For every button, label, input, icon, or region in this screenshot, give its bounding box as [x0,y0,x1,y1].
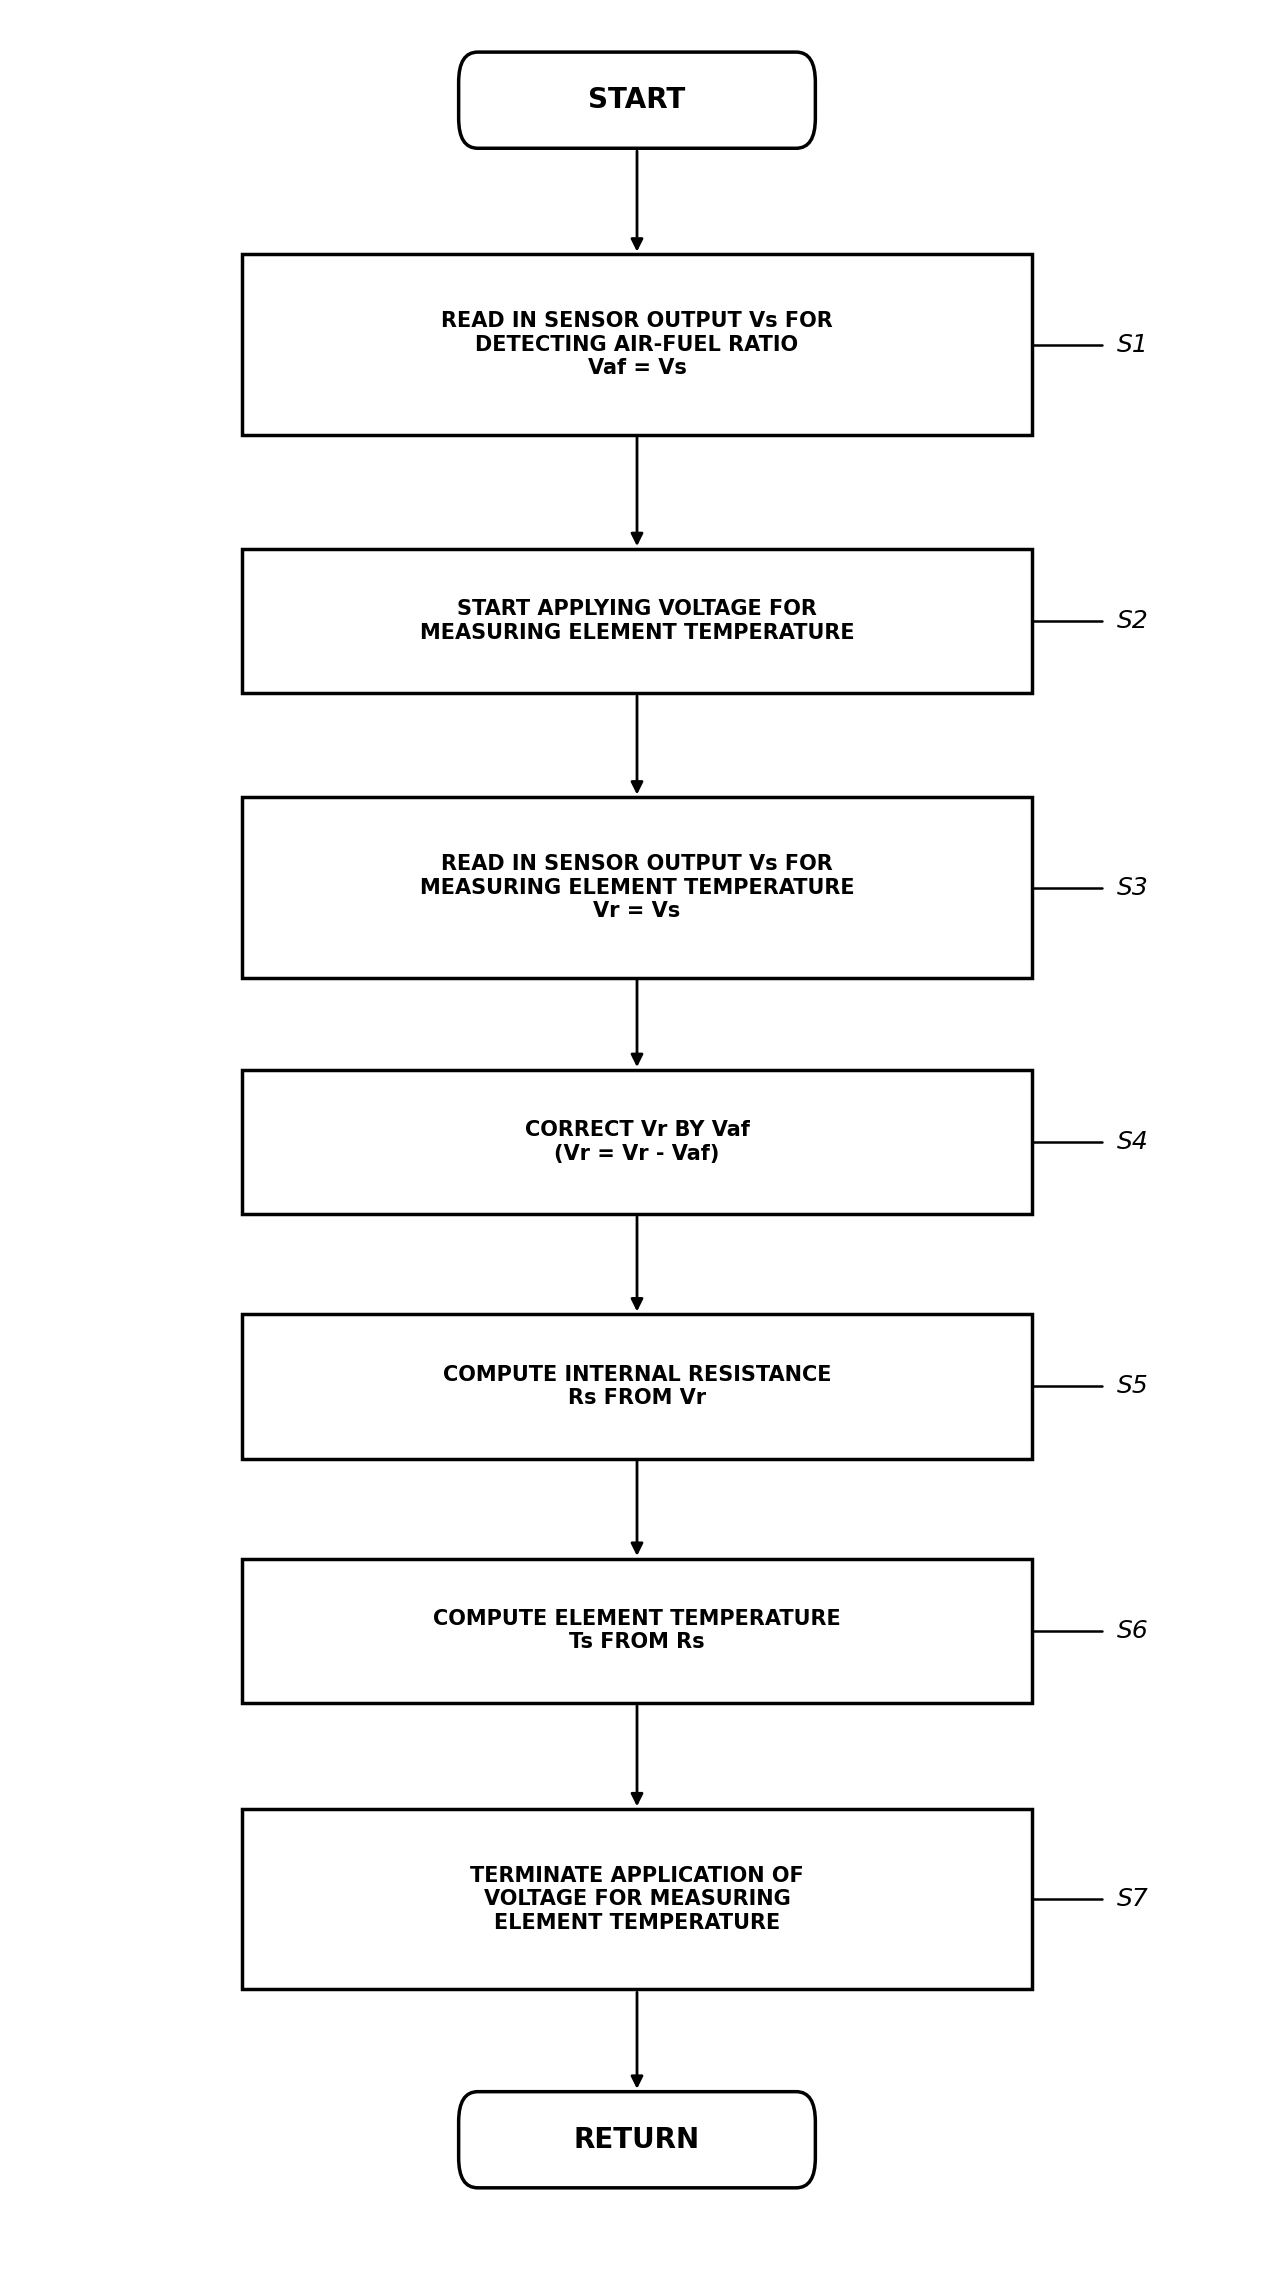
Text: READ IN SENSOR OUTPUT Vs FOR
MEASURING ELEMENT TEMPERATURE
Vr = Vs: READ IN SENSOR OUTPUT Vs FOR MEASURING E… [419,854,855,920]
Bar [242,1558,1032,1704]
Text: S2: S2 [1117,610,1149,633]
Text: S7: S7 [1117,1887,1149,1912]
Text: S5: S5 [1117,1375,1149,1398]
Bar [242,254,1032,434]
Text: COMPUTE ELEMENT TEMPERATURE
Ts FROM Rs: COMPUTE ELEMENT TEMPERATURE Ts FROM Rs [433,1610,841,1651]
Bar [242,1069,1032,1215]
Text: CORRECT Vr BY Vaf
(Vr = Vr - Vaf): CORRECT Vr BY Vaf (Vr = Vr - Vaf) [525,1121,749,1163]
FancyBboxPatch shape [459,53,815,148]
Bar [242,797,1032,978]
Text: S6: S6 [1117,1619,1149,1642]
Bar [242,548,1032,694]
Text: START APPLYING VOLTAGE FOR
MEASURING ELEMENT TEMPERATURE: START APPLYING VOLTAGE FOR MEASURING ELE… [419,598,855,642]
Bar [242,1313,1032,1459]
Text: S3: S3 [1117,875,1149,900]
Text: RETURN: RETURN [575,2126,699,2154]
Text: TERMINATE APPLICATION OF
VOLTAGE FOR MEASURING
ELEMENT TEMPERATURE: TERMINATE APPLICATION OF VOLTAGE FOR MEA… [470,1866,804,1932]
Text: S4: S4 [1117,1131,1149,1153]
Text: START: START [589,87,685,114]
FancyBboxPatch shape [459,2092,815,2188]
Text: READ IN SENSOR OUTPUT Vs FOR
DETECTING AIR-FUEL RATIO
Vaf = Vs: READ IN SENSOR OUTPUT Vs FOR DETECTING A… [441,311,833,377]
Text: S1: S1 [1117,333,1149,356]
Bar [242,1809,1032,1989]
Text: COMPUTE INTERNAL RESISTANCE
Rs FROM Vr: COMPUTE INTERNAL RESISTANCE Rs FROM Vr [443,1366,831,1407]
